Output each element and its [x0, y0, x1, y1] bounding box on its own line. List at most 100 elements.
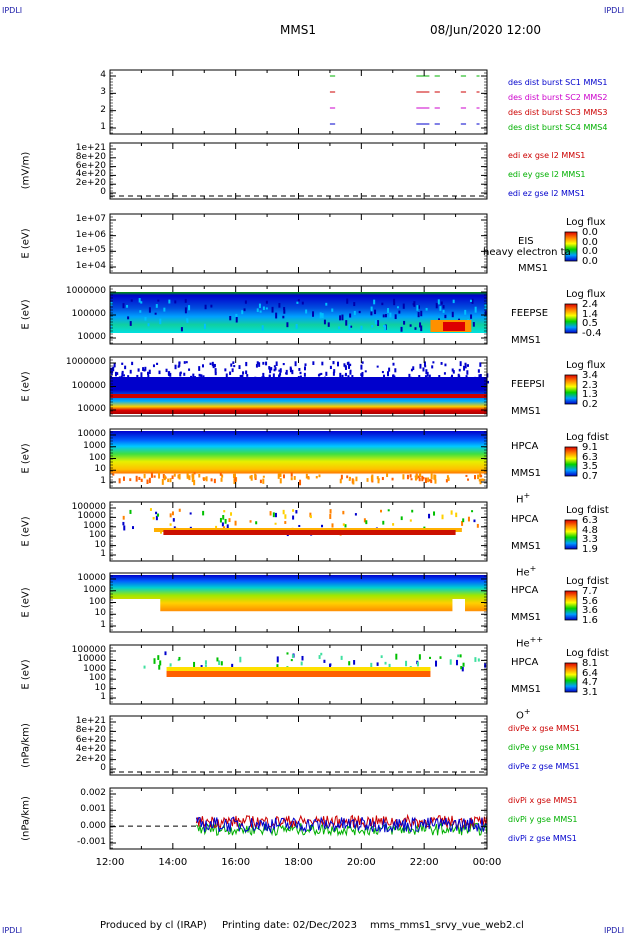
feepse-pixel [312, 311, 315, 317]
hpca-h-pixel [409, 474, 412, 478]
hpca-h-pixel [391, 477, 394, 481]
hpca-o-pixel [218, 660, 221, 665]
feepsi-pixel [420, 380, 423, 385]
hpca-o-pixel [300, 661, 303, 666]
instrument-label: MMS1 [511, 612, 541, 623]
feepsi-pixel [177, 365, 180, 368]
hpca-h-pixel [381, 476, 384, 481]
species-name: He [516, 567, 530, 579]
legend-entry: des dist burst SC4 MMS4 [508, 123, 608, 132]
hpca-h-pixel [366, 478, 369, 482]
feepsi-pixel [200, 374, 203, 377]
hpca-h-spectrogram [110, 431, 487, 482]
feepsi-pixel [479, 362, 482, 367]
feepsi-pixel [165, 368, 168, 373]
feepsi-pixel [262, 372, 265, 377]
feepsi-pixel [167, 371, 170, 376]
hpca-he-pixel [461, 520, 464, 526]
feepsi-pixel [156, 362, 159, 365]
feepsi-pixel [179, 372, 182, 377]
colorbar-title: Log fdist [566, 505, 609, 516]
feepsi-pixel [449, 380, 452, 383]
feepsi-pixel [121, 362, 124, 365]
feepse-pixel [341, 314, 344, 321]
hpca-he-pixel [380, 509, 383, 513]
hpca-he-pixel [282, 509, 285, 515]
feepsi-pixel [458, 368, 461, 372]
feepsi-pixel [408, 373, 411, 378]
hpca-h-pixel [233, 478, 236, 484]
y-tick-label: 1000 [83, 440, 106, 451]
feepsi-pixel [466, 370, 469, 375]
feepsi-pixel [116, 372, 119, 375]
legend-entry: divPe x gse MMS1 [508, 724, 580, 733]
hpca-he-pixel [219, 517, 222, 523]
legend-entry: des dist burst SC3 MMS3 [508, 108, 608, 117]
hpca-he-pixel [224, 518, 227, 524]
feepse-pixel [154, 312, 157, 315]
hpca-he-pixel [169, 523, 172, 526]
feepsi-pixel [273, 379, 276, 383]
y-tick-label: 100 [88, 452, 106, 463]
feepse-pixel [348, 324, 351, 330]
hpca-he-pixel [152, 516, 155, 520]
instrument-label: HPCA [511, 514, 539, 525]
feepsi-pixel [329, 365, 332, 370]
feepse-pixel [370, 310, 373, 316]
feepsi-pixel [279, 368, 282, 373]
species-charge: ++ [529, 635, 544, 644]
hpca-o-pixel [290, 659, 293, 662]
hpca-o-pixel [376, 662, 379, 666]
hpca-he-pixel [129, 509, 132, 514]
y-tick-label: 8e+20 [75, 725, 106, 736]
feepsi-pixel [410, 368, 413, 372]
feepse-pixel [469, 299, 472, 303]
feepse-pixel [389, 312, 392, 318]
feepsi-pixel [258, 362, 261, 367]
hpca-h-pixel [415, 473, 418, 479]
hpca-o-pixel [153, 658, 156, 664]
feepsi-pixel [237, 378, 240, 383]
instrument-label: FEEPSI [511, 379, 545, 390]
hpca-o-pixel [340, 655, 343, 660]
hpca-he-pixel [228, 518, 231, 523]
hpca-h-pixel [279, 472, 282, 478]
feepse-pixel [301, 301, 304, 305]
hpca-h-pixel [213, 478, 216, 484]
feepsi-pixel [333, 369, 336, 373]
hpca-h-pixel [143, 473, 146, 479]
hpca-h-pixel [146, 479, 149, 484]
hpca-he-pixel [223, 510, 226, 513]
hpca-he-pixel [329, 509, 332, 514]
hpca-h-pixel [414, 477, 417, 481]
hpca-hepp-spectrogram [110, 575, 487, 626]
feepsi-pixel [201, 364, 204, 368]
colorbar-value: 0.5 [582, 318, 598, 329]
y-tick-label: 100 [88, 596, 106, 607]
colorbar [564, 446, 578, 477]
feepsi-pixel [343, 363, 346, 367]
feepsi-pixel [361, 361, 364, 364]
feepse-pixel [417, 305, 420, 309]
colorbar-value: 5.6 [582, 595, 598, 607]
feepsi-pixel [269, 377, 272, 383]
feepse-pixel [258, 303, 261, 308]
feepse-pixel [474, 306, 477, 313]
species-charge: + [523, 491, 531, 500]
colorbar-value: 4.8 [582, 524, 598, 536]
feepsi-pixel [360, 364, 363, 370]
feepsi-pixel [341, 374, 344, 379]
feepsi-pixel [463, 365, 466, 371]
corner-label-top-right: IPDLI [604, 6, 625, 15]
hpca-h-pixel [355, 476, 358, 482]
feepsi-pixel [209, 362, 212, 365]
y-tick-label: 100000 [71, 645, 106, 655]
hpca-o-pixel [459, 654, 462, 658]
feepsi-pixel [262, 376, 265, 381]
feepsi-pixel [194, 376, 197, 381]
feepse-pixel [184, 298, 187, 303]
hpca-o-pixel [276, 656, 279, 663]
y-tick-label: 100 [88, 530, 106, 541]
hpca-h-pixel [410, 478, 413, 481]
feepse-pixel [186, 318, 189, 322]
